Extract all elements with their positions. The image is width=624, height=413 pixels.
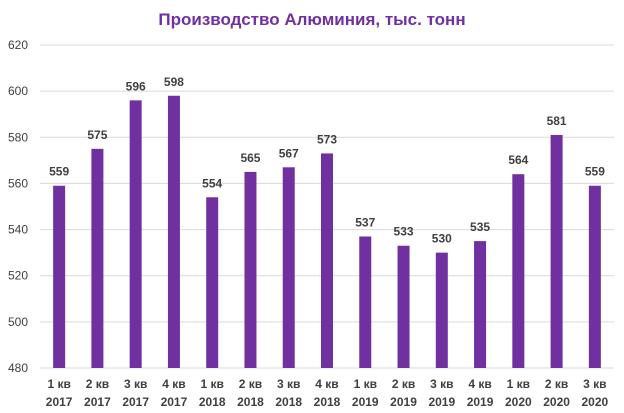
data-label: 559	[49, 165, 69, 179]
data-label: 535	[470, 220, 490, 234]
x-tick-label: 2019	[428, 395, 455, 409]
x-tick-label: 2018	[237, 395, 264, 409]
bar	[435, 252, 448, 368]
bars	[53, 95, 601, 368]
x-tick-label: 2017	[84, 395, 111, 409]
x-tick-label: 2017	[46, 395, 73, 409]
bar	[512, 174, 525, 368]
x-tick-label: 2018	[275, 395, 302, 409]
x-tick-label: 2 кв	[545, 377, 568, 391]
data-labels: 559 575 596 598 554 565 567 573 537 533 530 535 564 5…	[49, 75, 605, 246]
bar	[206, 197, 219, 368]
bar	[244, 171, 257, 368]
y-axis-ticks: 480 500 520 540 560 580 600 620	[8, 38, 28, 375]
data-label: 573	[317, 132, 337, 146]
x-tick-label: 2 кв	[86, 377, 109, 391]
bar	[359, 236, 372, 368]
data-label: 598	[164, 75, 184, 89]
x-tick-label: 2020	[505, 395, 532, 409]
x-axis-ticks: 1 кв 2017 2 кв 2017 3 кв 2017 4 кв 2017 1 кв 2018…	[46, 377, 609, 409]
data-label: 533	[394, 225, 414, 239]
x-tick-label: 1 кв	[47, 377, 70, 391]
data-label: 581	[547, 114, 567, 128]
x-tick-label: 4 кв	[162, 377, 185, 391]
y-tick-label: 580	[8, 130, 28, 144]
y-tick-label: 600	[8, 84, 28, 98]
data-label: 567	[279, 146, 299, 160]
chart-title: Производство Алюминия, тыс. тонн	[158, 10, 465, 29]
x-tick-label: 3 кв	[124, 377, 147, 391]
x-tick-label: 3 кв	[583, 377, 606, 391]
data-label: 554	[202, 176, 222, 190]
data-label: 564	[508, 153, 528, 167]
data-label: 559	[585, 165, 605, 179]
x-tick-label: 1 кв	[507, 377, 530, 391]
y-tick-label: 620	[8, 38, 28, 52]
x-tick-label: 2020	[582, 395, 609, 409]
x-tick-label: 2018	[314, 395, 341, 409]
y-tick-label: 560	[8, 176, 28, 190]
y-tick-label: 540	[8, 223, 28, 237]
x-tick-label: 3 кв	[277, 377, 300, 391]
data-label: 565	[240, 151, 260, 165]
x-tick-label: 2017	[122, 395, 149, 409]
bar	[129, 100, 142, 368]
x-tick-label: 3 кв	[430, 377, 453, 391]
x-tick-label: 2019	[390, 395, 417, 409]
bar	[550, 134, 563, 368]
bar	[321, 153, 333, 368]
x-tick-label: 2019	[352, 395, 379, 409]
y-tick-label: 480	[8, 361, 28, 375]
x-tick-label: 2 кв	[392, 377, 415, 391]
bar	[282, 167, 295, 368]
x-tick-label: 2017	[161, 395, 188, 409]
x-tick-label: 2019	[467, 395, 494, 409]
x-tick-label: 1 кв	[201, 377, 224, 391]
bar	[474, 241, 487, 368]
y-tick-label: 520	[8, 269, 28, 283]
data-label: 575	[87, 128, 107, 142]
bar	[588, 185, 601, 368]
x-tick-label: 1 кв	[354, 377, 377, 391]
y-tick-label: 500	[8, 315, 28, 329]
bar	[91, 148, 104, 368]
x-tick-label: 2020	[543, 395, 570, 409]
data-label: 537	[355, 215, 375, 229]
data-label: 530	[432, 232, 452, 246]
x-tick-label: 4 кв	[468, 377, 491, 391]
x-tick-label: 4 кв	[315, 377, 338, 391]
bar	[167, 95, 180, 368]
bar	[53, 185, 66, 368]
x-tick-label: 2018	[199, 395, 226, 409]
data-label: 596	[126, 79, 146, 93]
bar	[397, 245, 410, 368]
x-tick-label: 2 кв	[239, 377, 262, 391]
